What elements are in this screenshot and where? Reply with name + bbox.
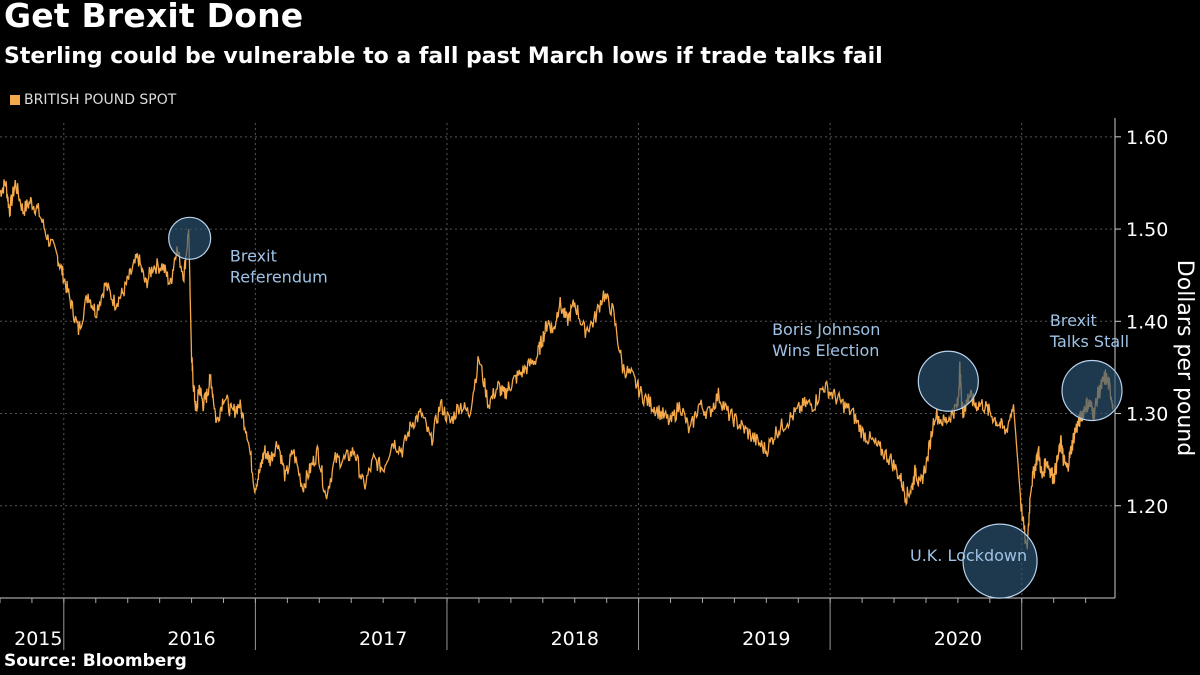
source-note: Source: Bloomberg: [4, 651, 187, 671]
axes: [0, 118, 1116, 603]
x-tick-label-2018: 2018: [551, 628, 599, 650]
y-tick-label: 1.60: [1126, 127, 1168, 149]
legend: BRITISH POUND SPOT: [10, 92, 176, 108]
x-tick-label-2015: 2015: [14, 628, 62, 650]
y-tick-label: 1.20: [1126, 496, 1168, 518]
x-tick-label-2020: 2020: [934, 628, 982, 650]
annotation-label-0: Brexit: [230, 246, 277, 265]
annotation-label-0: Referendum: [230, 267, 328, 286]
x-tick-label-2016: 2016: [167, 628, 215, 650]
annotation-label-1: Wins Election: [772, 341, 879, 360]
annotation-label-2: U.K. Lockdown: [910, 546, 1027, 565]
y-tick-label: 1.30: [1126, 404, 1168, 426]
annotation-circle-0: [168, 216, 212, 260]
legend-label: BRITISH POUND SPOT: [24, 92, 177, 108]
chart-subtitle: Sterling could be vulnerable to a fall p…: [4, 44, 883, 69]
x-tick-label-2019: 2019: [742, 628, 790, 650]
y-axis-label: Dollars per pound: [1172, 260, 1197, 456]
year-dividers: [63, 598, 1023, 650]
annotation-label-1: Boris Johnson: [772, 320, 880, 339]
series-line-british-pound-spot: [0, 179, 1114, 550]
annotations: Brexit Referendum Boris Johnson Wins Electi…: [168, 216, 1129, 599]
annotation-label-3: Brexit: [1050, 311, 1097, 330]
y-tick-label: 1.50: [1126, 219, 1168, 241]
legend-swatch: [10, 95, 20, 105]
x-tick-label-2017: 2017: [359, 628, 407, 650]
annotation-circle-2: [962, 523, 1038, 599]
chart-title: Get Brexit Done: [4, 0, 304, 35]
x-tick-labels: 2015 2016 2017 2018 2019 2020: [14, 628, 982, 650]
annotation-circle-3: [1061, 359, 1123, 422]
annotation-label-3: Talks Stall: [1049, 332, 1129, 351]
y-tick-label: 1.40: [1126, 311, 1168, 333]
y-tick-labels: 1.20 1.30 1.40 1.50 1.60: [1115, 127, 1168, 518]
annotation-circle-1: [917, 350, 979, 412]
